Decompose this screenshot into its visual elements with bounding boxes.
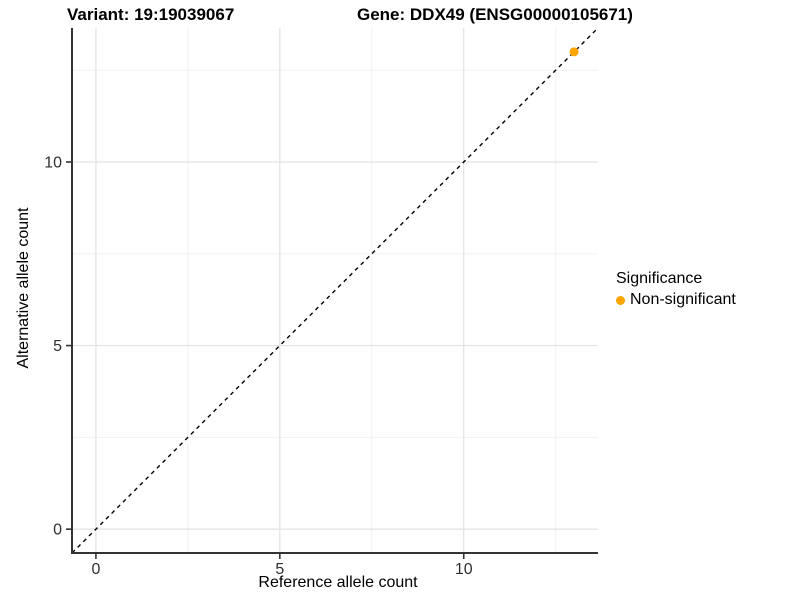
legend-item-non-significant: Non-significant (616, 291, 736, 309)
y-tick-label: 10 (44, 155, 62, 172)
legend-key-dot-icon (616, 295, 625, 305)
legend: Significance Non-significant (616, 270, 736, 309)
y-axis-title: Alternative allele count (15, 207, 32, 369)
plot-title-gene: Gene: DDX49 (ENSG00000105671) (357, 5, 633, 24)
plot-title-variant: Variant: 19:19039067 (67, 5, 235, 24)
legend-title: Significance (616, 270, 703, 287)
identity-reference-line (71, 27, 599, 554)
gridlines-major (72, 28, 598, 553)
x-tick-label: 5 (275, 561, 284, 578)
data-points (569, 47, 579, 57)
legend-item-label: Non-significant (630, 291, 736, 308)
x-tick-label: 10 (455, 561, 473, 578)
y-tick-label: 5 (53, 338, 62, 355)
axis-tick-labels: 0 5 10 0 5 10 (44, 155, 473, 578)
axis-tick-marks (66, 161, 465, 559)
scatter-point (569, 47, 579, 57)
x-tick-label: 0 (91, 561, 100, 578)
y-tick-label: 0 (53, 522, 62, 539)
axis-lines (71, 28, 598, 554)
x-axis-title: Reference allele count (258, 574, 418, 591)
dashed-identity-line (71, 27, 599, 554)
gridlines-minor (72, 28, 598, 553)
